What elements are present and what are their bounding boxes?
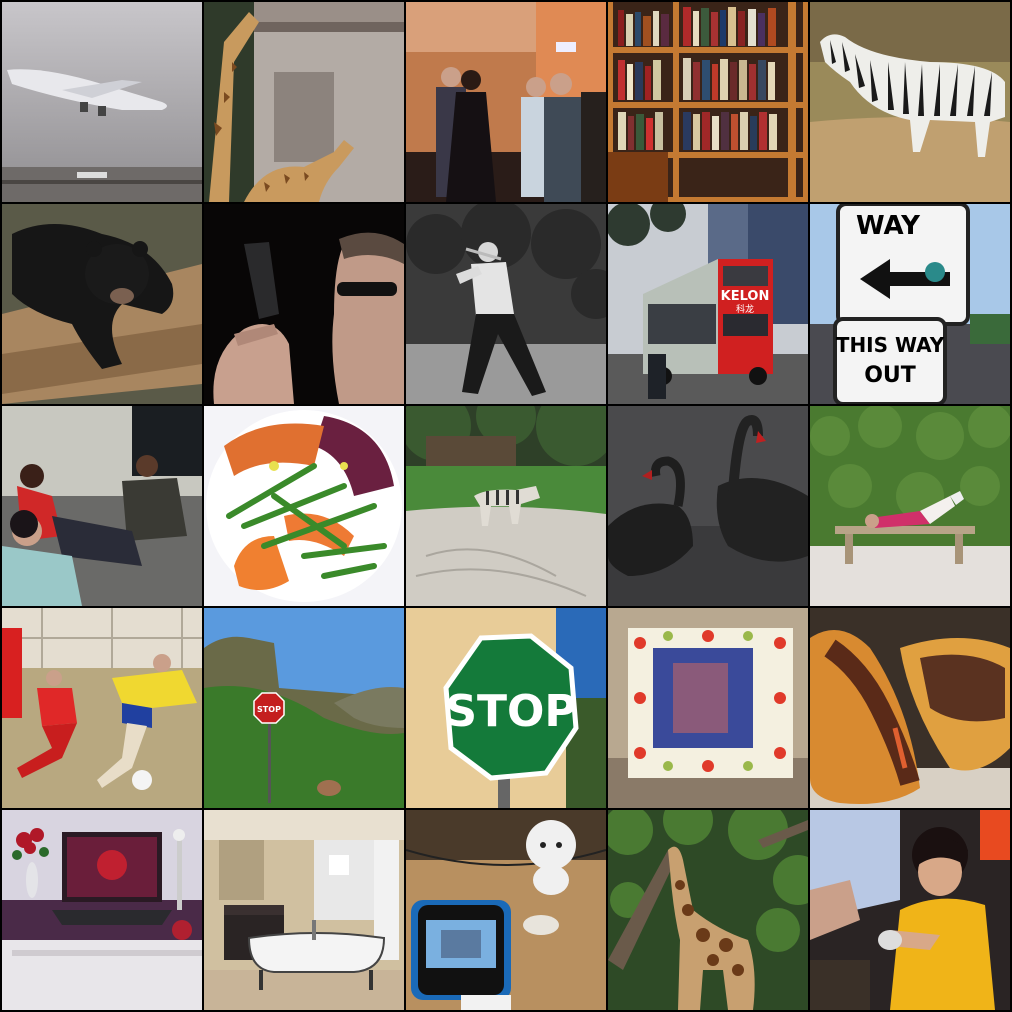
photo-decorated-cake [608,608,808,808]
photo-zebras-enclosure [406,406,606,606]
way-sign-bottom-line2: OUT [864,363,916,388]
photo-man-with-pistol [204,204,404,404]
photo-person-on-bench [810,406,1010,606]
photo-red-bus: KELON 科龙 [608,204,808,404]
bus-chinese-text: 科龙 [736,303,754,315]
photo-way-signs: WAY THIS WAY OUT [810,204,1010,404]
small-stop-sign-text: STOP [257,705,281,714]
photo-phone-toy [406,810,606,1010]
photo-sandwich [810,608,1010,808]
green-stop-sign-text: STOP [445,686,576,737]
way-sign-bottom-line1: THIS WAY [836,333,945,357]
bus-brand-text: KELON [721,289,770,304]
photo-soccer-players [2,608,202,808]
photo-black-swans [608,406,808,606]
photo-indoor-party [406,2,606,202]
photo-girl-yellow-dress [810,810,1010,1010]
photo-stop-sign-valley: STOP [204,608,404,808]
photo-bear-cub [2,204,202,404]
photo-people-on-couch [2,406,202,606]
photo-giraffe-trees [608,810,808,1010]
photo-giraffes-building [204,2,404,202]
photo-salad-plate [204,406,404,606]
photo-green-stop-sign: STOP [406,608,606,808]
way-sign-top-text: WAY [856,211,921,241]
photo-bathroom-tub [204,810,404,1010]
photo-bookshelf [608,2,808,202]
photo-airliner-landing [2,2,202,202]
photo-batter-bw [406,204,606,404]
photo-zebra-grass [810,2,1010,202]
photo-laptop-flowers [2,810,202,1010]
